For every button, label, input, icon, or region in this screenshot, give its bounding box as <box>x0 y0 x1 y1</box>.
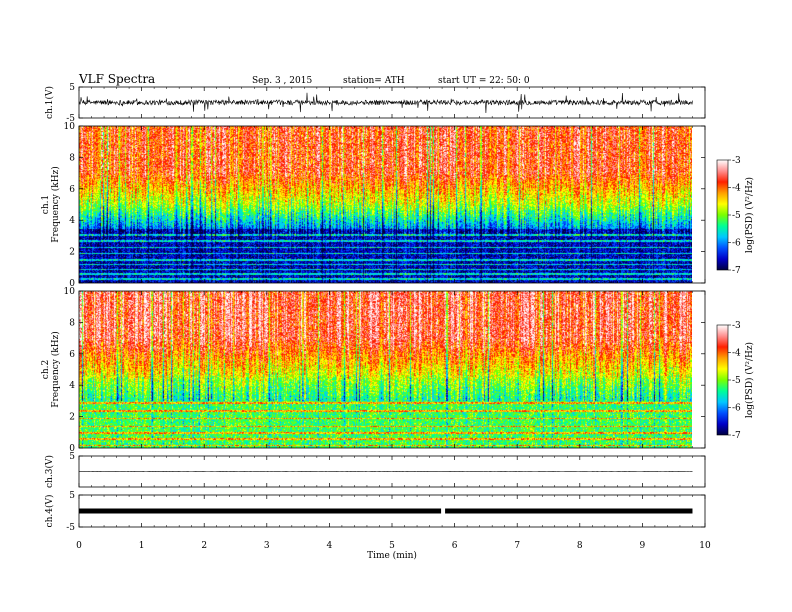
date-label: Sep. 3 , 2015 <box>252 76 312 86</box>
y-axis-channel-label: ch.2 <box>41 360 51 379</box>
y-tick-label: 10 <box>64 287 76 297</box>
y-tick-label: 2 <box>69 248 75 258</box>
colorbar-tick-label: -5 <box>732 376 741 386</box>
y-tick-label: 5 <box>69 491 75 501</box>
ch4-waveform-trace <box>79 508 442 514</box>
ch3-waveform-panel: 5 ch.3(V) <box>44 452 706 488</box>
ch1-spectrogram-canvas <box>79 126 692 283</box>
ch1-colorbar: -3 -4 -5 -6 -7 log(PSD) (V²/Hz) <box>716 156 755 276</box>
y-tick-label: 8 <box>69 153 75 163</box>
colorbar-gradient <box>716 159 729 271</box>
y-axis-label: ch.3(V) <box>44 455 55 488</box>
ch1-waveform-trace <box>78 92 693 114</box>
x-tick-label: 0 <box>76 541 82 551</box>
colorbar-label: log(PSD) (V²/Hz) <box>744 177 755 253</box>
x-tick-label: 1 <box>139 541 145 551</box>
x-tick-label: 4 <box>327 541 333 551</box>
y-axis-label: ch.1(V) <box>44 86 55 119</box>
y-tick-label: -5 <box>66 114 75 124</box>
y-tick-label: 0 <box>69 444 75 454</box>
y-tick-label: 4 <box>69 381 75 391</box>
y-axis-label: ch.4(V) <box>44 495 55 528</box>
ch1-waveform-panel: 5 -5 ch.1(V) <box>44 83 706 124</box>
y-tick-label: 6 <box>69 185 75 195</box>
y-tick-label: 2 <box>69 413 75 423</box>
y-tick-label: 0 <box>69 279 75 289</box>
colorbar-tick-label: -4 <box>732 349 741 359</box>
start-time-label: start UT = 22: 50: 0 <box>438 76 530 86</box>
colorbar-tick-label: -7 <box>732 266 741 276</box>
ch4-waveform-trace <box>445 508 693 514</box>
colorbar-tick-label: -3 <box>732 321 741 331</box>
y-axis-label: Frequency (kHz) <box>50 331 61 408</box>
spectrogram-image <box>79 126 692 283</box>
y-tick-label: 5 <box>69 452 75 462</box>
colorbar-tick-label: -4 <box>732 184 741 194</box>
colorbar-tick-label: -6 <box>732 239 741 249</box>
x-tick-label: 3 <box>264 541 270 551</box>
colorbar-tick-label: -7 <box>732 431 741 441</box>
ch2-spectrogram-canvas <box>79 291 692 448</box>
y-tick-label: 6 <box>69 350 75 360</box>
station-label: station= ATH <box>343 76 405 86</box>
x-tick-label: 2 <box>201 541 207 551</box>
y-tick-label: 4 <box>69 216 75 226</box>
y-tick-label: 10 <box>64 122 76 132</box>
time-axis: 0 1 2 3 4 5 6 7 8 9 10 <box>76 541 711 551</box>
y-tick-label: 5 <box>69 83 75 93</box>
ch1-spectrogram-panel: 0 2 4 6 8 10 ch.1 Frequency (kHz) <box>41 122 706 289</box>
spectrogram-image <box>79 291 692 448</box>
colorbar-tick-label: -3 <box>732 156 741 166</box>
x-tick-label: 7 <box>514 541 520 551</box>
ch4-waveform-panel: 5 -5 ch.4(V) <box>44 491 706 533</box>
colorbar-gradient <box>716 324 729 436</box>
x-tick-label: 6 <box>452 541 458 551</box>
colorbar-tick-label: -6 <box>732 404 741 414</box>
x-tick-label: 8 <box>577 541 583 551</box>
x-tick-label: 10 <box>699 541 711 551</box>
figure-title: VLF Spectra <box>78 72 155 86</box>
x-tick-label: 9 <box>640 541 646 551</box>
ch2-spectrogram-panel: 0 2 4 6 8 10 ch.2 Frequency (kHz) <box>41 287 706 454</box>
y-tick-label: -5 <box>66 523 75 533</box>
colorbar-tick-label: -5 <box>732 211 741 221</box>
x-tick-label: 5 <box>389 541 395 551</box>
ch2-colorbar: -3 -4 -5 -6 -7 log(PSD) (V²/Hz) <box>716 321 755 441</box>
y-axis-channel-label: ch.1 <box>41 195 51 214</box>
colorbar-label: log(PSD) (V²/Hz) <box>744 342 755 418</box>
x-axis-label: Time (min) <box>367 550 417 561</box>
y-axis-label: Frequency (kHz) <box>50 166 61 243</box>
y-tick-label: 8 <box>69 318 75 328</box>
